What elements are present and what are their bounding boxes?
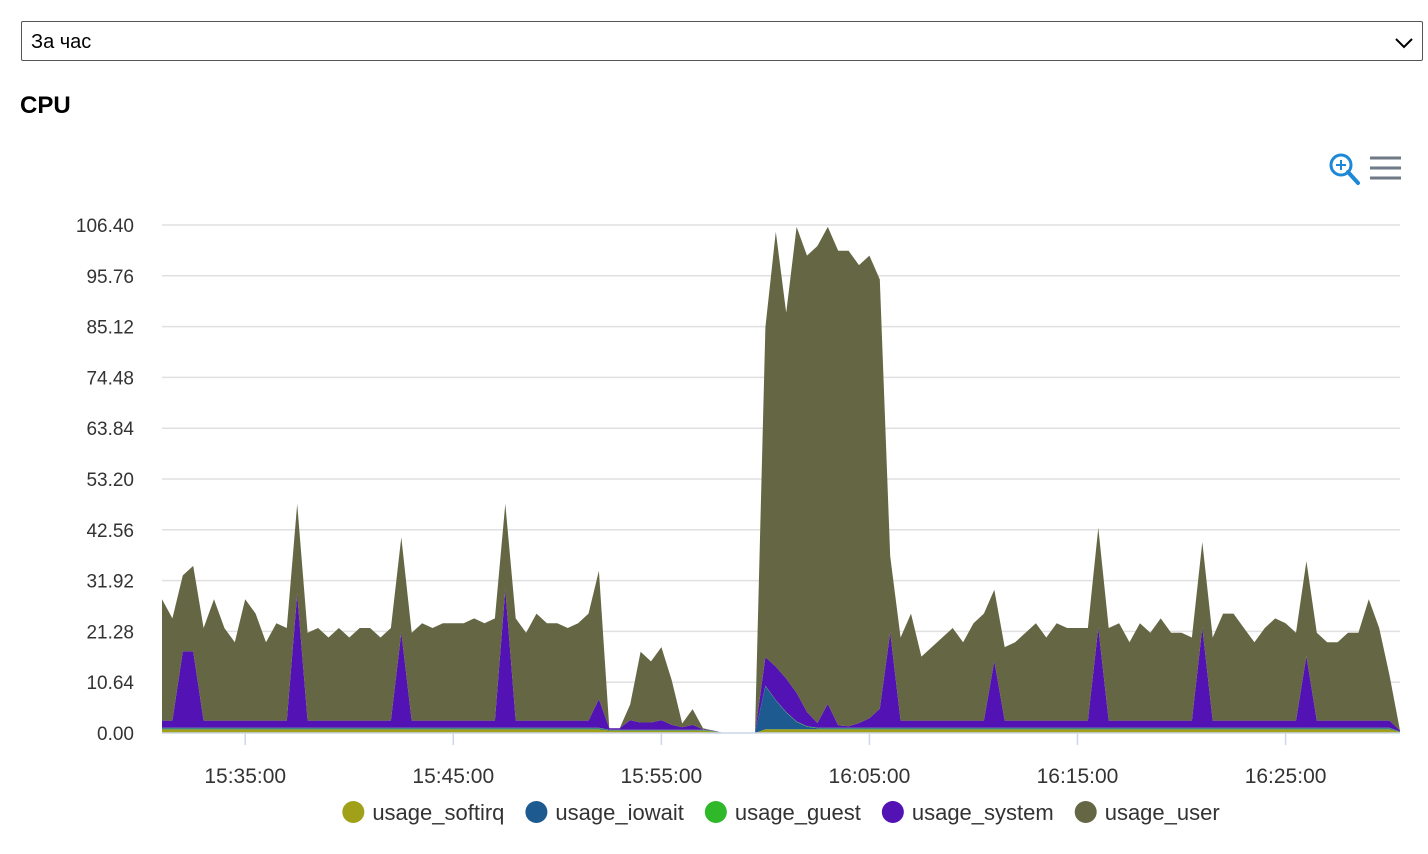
area [162, 226, 1400, 733]
legend-marker [1074, 801, 1097, 823]
legend: usage_softirq usage_iowait usage_guest usag… [342, 800, 1220, 825]
legend-item[interactable]: usage_guest [704, 800, 861, 825]
legend-item[interactable]: usage_iowait [525, 800, 684, 825]
legend-label: usage_guest [735, 800, 861, 825]
period-select[interactable]: За час [21, 21, 1423, 61]
area [162, 589, 1400, 733]
y-tick-label: 74.48 [86, 368, 134, 389]
y-tick-label: 31.92 [86, 572, 134, 593]
x-tick-label: 16:25:00 [1245, 765, 1327, 788]
x-tick-label: 16:15:00 [1037, 765, 1119, 788]
legend-marker [342, 801, 365, 823]
x-tick-label: 15:45:00 [412, 765, 494, 788]
zoom-button[interactable] [1329, 153, 1360, 185]
legend-marker [881, 801, 904, 823]
menu-button[interactable] [1370, 156, 1401, 180]
y-tick-label: 21.28 [86, 622, 134, 643]
y-tick-label: 42.56 [86, 521, 134, 542]
area [162, 729, 1400, 733]
legend-item[interactable]: usage_softirq [342, 800, 504, 825]
x-tick-label: 16:05:00 [829, 765, 911, 788]
legend-label: usage_iowait [555, 800, 683, 825]
y-tick-label: 85.12 [86, 318, 134, 339]
x-tick-label: 15:55:00 [620, 765, 702, 788]
y-tick-label: 95.76 [86, 267, 134, 288]
x-tick-label: 15:35:00 [204, 765, 286, 788]
legend-label: usage_softirq [372, 800, 504, 825]
select-value: За час [31, 31, 92, 53]
area [162, 686, 1400, 733]
legend-item[interactable]: usage_system [881, 800, 1054, 825]
chart-title: CPU [20, 92, 71, 119]
legend-marker [704, 801, 727, 823]
legend-item[interactable]: usage_user [1074, 800, 1220, 825]
y-tick-label: 106.40 [76, 216, 134, 237]
y-tick-label: 53.20 [86, 470, 134, 491]
chevron [1395, 38, 1413, 49]
y-tick-label: 0.00 [97, 724, 134, 745]
legend-marker [525, 801, 548, 823]
legend-label: usage_user [1105, 800, 1220, 825]
y-tick-label: 63.84 [86, 419, 134, 440]
y-tick-label: 10.64 [86, 673, 134, 694]
legend-label: usage_system [912, 800, 1054, 825]
